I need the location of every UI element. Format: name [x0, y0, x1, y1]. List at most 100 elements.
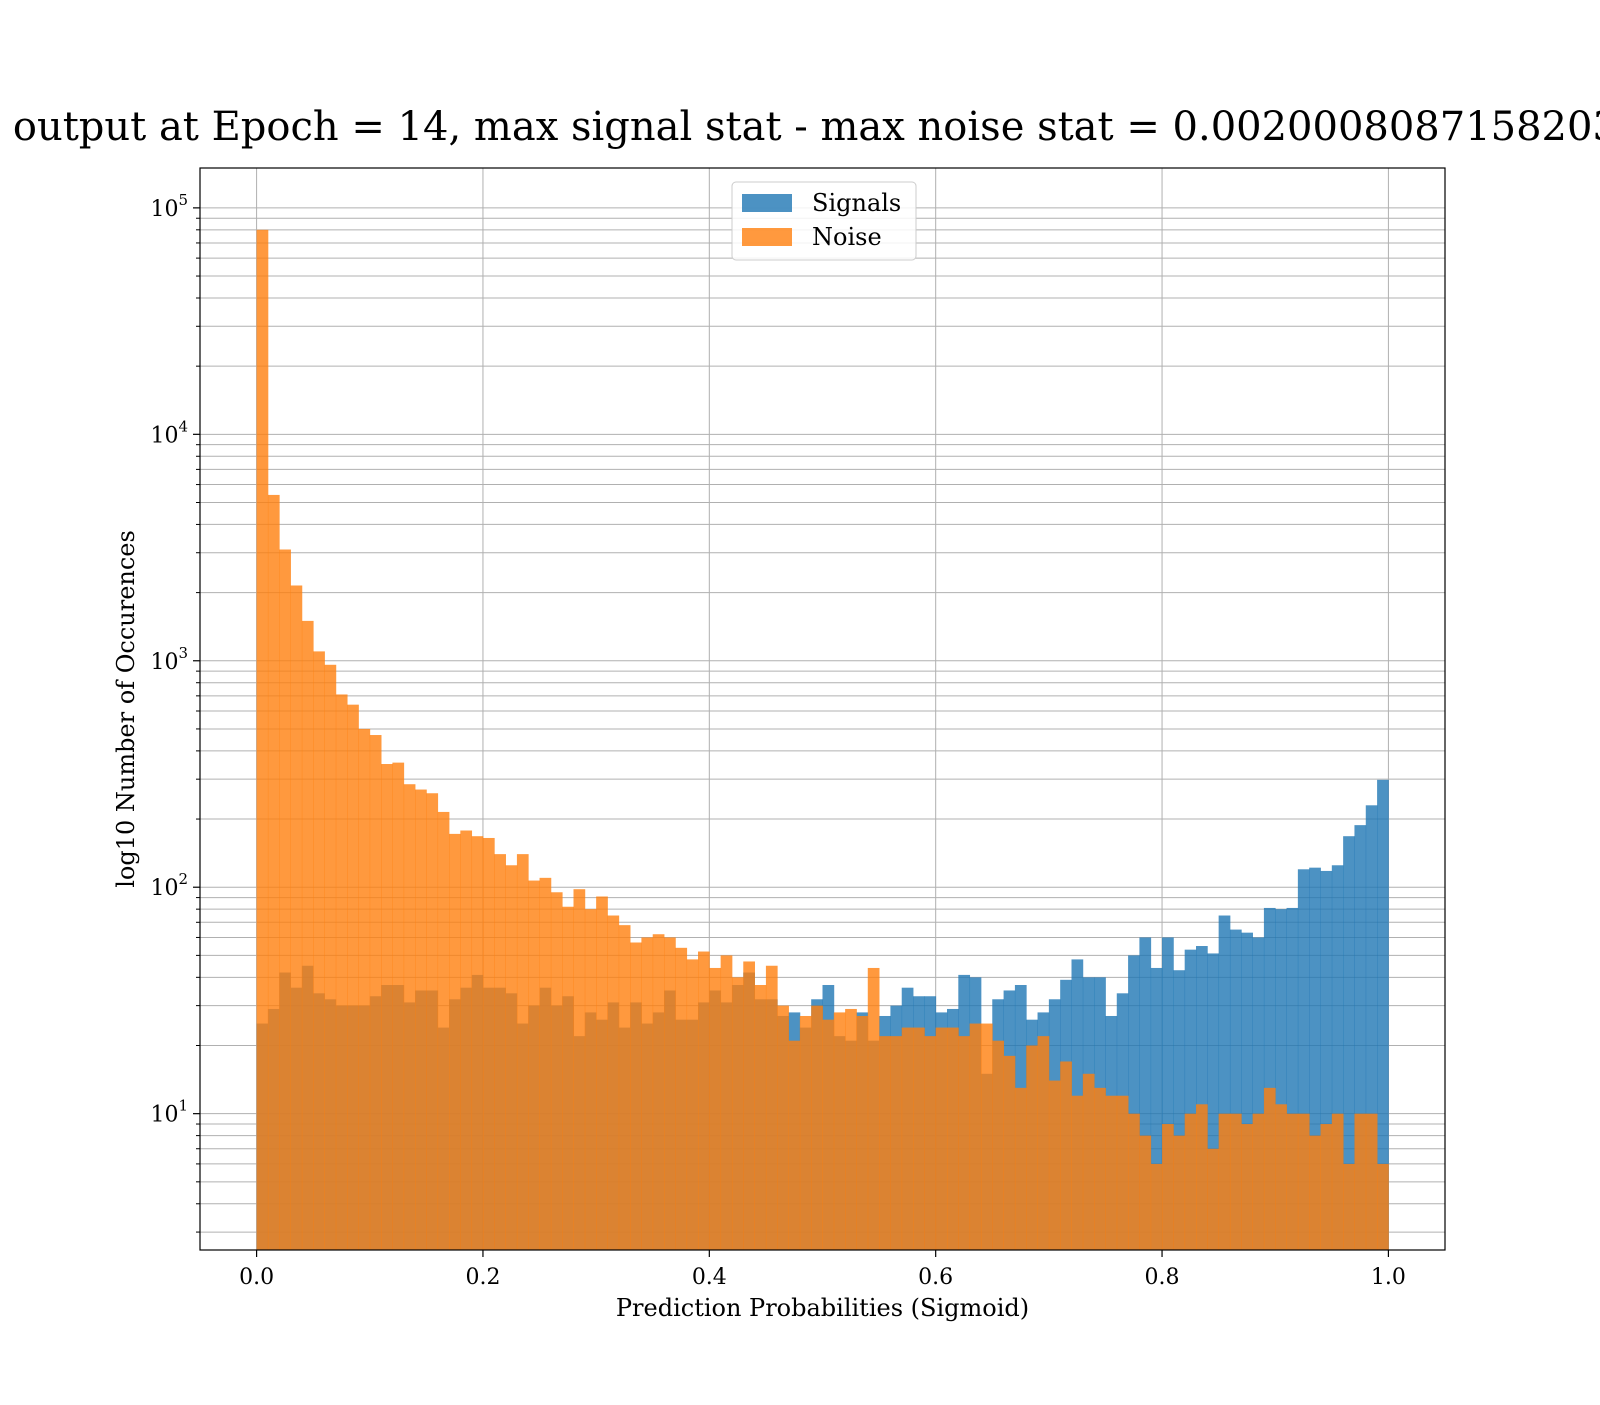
bar-signals: [1343, 836, 1355, 1250]
bar-noise: [630, 942, 642, 1250]
y-tick-label: 102: [150, 870, 188, 901]
bar-noise: [901, 1027, 914, 1250]
bar-signals: [1184, 949, 1197, 1250]
bar-noise: [1014, 1087, 1027, 1250]
bar-noise: [1173, 1135, 1186, 1250]
bar-noise: [1162, 1124, 1174, 1250]
bar-noise: [573, 889, 586, 1250]
x-axis-label: Prediction Probabilities (Sigmoid): [616, 1294, 1029, 1322]
bar-noise: [641, 937, 654, 1250]
y-tick-label: 104: [150, 417, 188, 448]
bar-noise: [1105, 1095, 1118, 1250]
y-tick-label: 101: [150, 1097, 188, 1128]
bar-noise: [1060, 1061, 1072, 1250]
bar-noise: [1218, 1113, 1231, 1250]
legend-swatch-signals: [742, 194, 792, 212]
bar-noise: [845, 1008, 857, 1250]
bar-noise: [505, 865, 518, 1250]
bar-noise: [822, 1019, 835, 1250]
plot-frame: [199, 167, 1446, 1251]
bar-noise: [449, 833, 461, 1250]
axis-ticks: 0.0 0.2 0.4 0.6 0.8 1.0 101 102 103 104 105: [150, 191, 1405, 1290]
bar-noise: [1150, 1163, 1163, 1250]
legend-label-noise: Noise: [812, 223, 882, 251]
x-tick-label: 1.0: [1371, 1265, 1406, 1290]
bar-noise: [867, 967, 880, 1250]
bar-noise: [267, 494, 280, 1250]
bar-noise: [494, 854, 506, 1250]
bar-noise: [381, 764, 393, 1250]
histogram-bars: [256, 229, 1389, 1250]
bar-noise: [279, 549, 291, 1250]
bar-noise: [969, 1023, 982, 1250]
bar-noise: [426, 793, 439, 1250]
y-axis-label: log10 Number of Occurences: [112, 530, 140, 888]
bar-noise: [1071, 1095, 1084, 1250]
bar-signals: [1286, 907, 1299, 1250]
bar-signals: [1320, 870, 1333, 1250]
bar-noise: [1241, 1124, 1253, 1250]
bar-signals: [1207, 953, 1220, 1250]
bar-noise: [935, 1027, 948, 1250]
bar-noise: [1048, 1080, 1061, 1250]
bar-noise: [698, 951, 710, 1250]
bar-noise: [1037, 1036, 1050, 1250]
bar-noise: [528, 880, 540, 1250]
bar-noise: [980, 1023, 993, 1250]
bar-noise: [913, 1027, 925, 1250]
bar-noise: [290, 585, 303, 1250]
bar-noise: [833, 1012, 846, 1250]
bar-noise: [1263, 1087, 1276, 1250]
legend: Signals Noise: [731, 181, 917, 261]
bar-noise: [1275, 1104, 1287, 1250]
bar-signals: [1173, 970, 1186, 1250]
x-tick-label: 0.2: [465, 1265, 500, 1290]
bar-noise: [856, 1015, 869, 1250]
bar-noise: [664, 937, 676, 1250]
bar-noise: [890, 1036, 903, 1250]
bar-noise: [347, 704, 359, 1250]
bar-noise: [437, 811, 450, 1250]
bar-signals: [1252, 937, 1265, 1250]
bar-noise: [471, 836, 484, 1250]
bar-noise: [482, 837, 495, 1250]
bar-signals: [1263, 907, 1276, 1250]
bar-noise: [301, 620, 314, 1250]
bar-noise: [607, 915, 620, 1250]
bar-noise: [1252, 1113, 1265, 1250]
bar-noise: [1128, 1113, 1140, 1250]
bar-noise: [743, 961, 755, 1250]
bar-noise: [1139, 1135, 1152, 1250]
bar-noise: [550, 892, 563, 1250]
bar-signals: [1241, 932, 1253, 1250]
legend-label-signals: Signals: [812, 189, 901, 217]
bar-signals: [1365, 805, 1378, 1250]
bar-noise: [1286, 1113, 1299, 1250]
bar-noise: [811, 1005, 823, 1250]
bar-noise: [256, 229, 269, 1250]
bar-noise: [596, 896, 608, 1250]
bar-noise: [1026, 1045, 1038, 1250]
bar-noise: [652, 934, 665, 1250]
x-tick-label: 0.4: [692, 1265, 727, 1290]
bar-signals: [1331, 865, 1344, 1250]
bar-noise: [799, 1015, 812, 1250]
bar-noise: [754, 984, 767, 1250]
bar-noise: [1297, 1113, 1310, 1250]
bar-noise: [731, 977, 744, 1250]
bar-signals: [1377, 779, 1389, 1250]
bar-noise: [720, 955, 733, 1250]
bar-noise: [516, 854, 529, 1250]
bar-signals: [1354, 825, 1367, 1250]
bar-noise: [788, 1040, 801, 1250]
bar-noise: [1309, 1135, 1321, 1250]
bar-noise: [460, 830, 473, 1250]
bar-noise: [1377, 1163, 1389, 1250]
bar-noise: [1343, 1163, 1355, 1250]
bar-noise: [992, 1040, 1004, 1250]
bar-noise: [358, 728, 371, 1250]
bar-noise: [1094, 1087, 1106, 1250]
bar-signals: [1297, 869, 1310, 1250]
